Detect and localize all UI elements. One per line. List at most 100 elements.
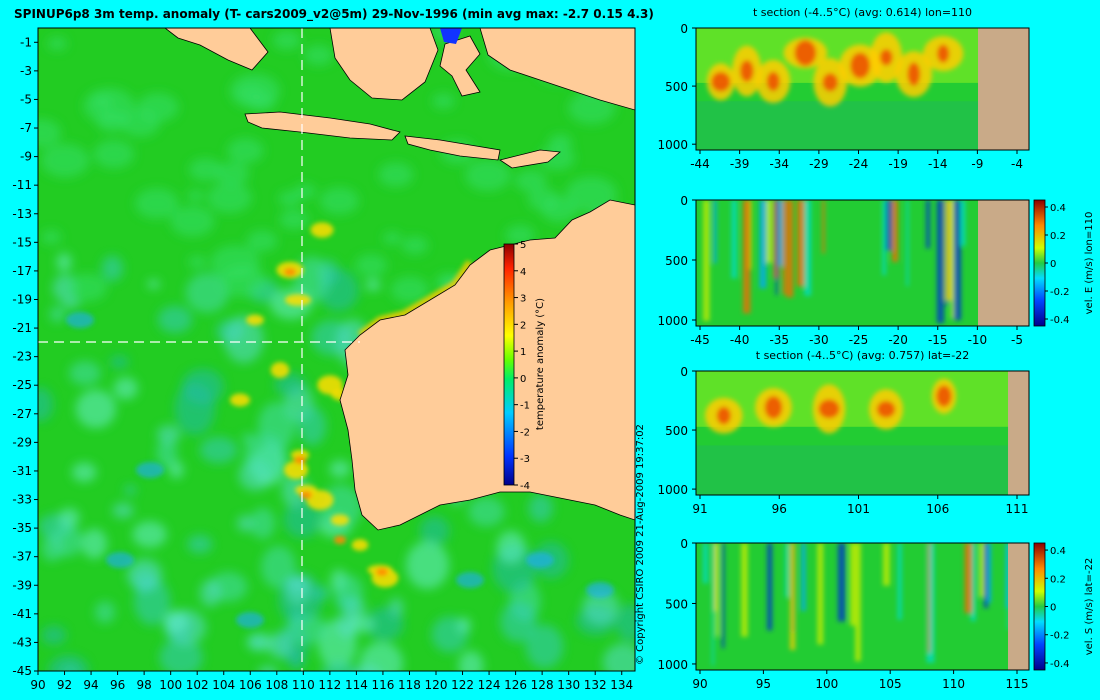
ocean-eddy [157, 305, 193, 334]
ocean-eddy [49, 305, 66, 323]
cool-eddy [236, 612, 264, 628]
ocean-eddy [188, 255, 207, 269]
panel-x-tick-label: 105 [879, 677, 902, 691]
panel-land [978, 200, 1029, 326]
panel-texture [703, 200, 966, 324]
ocean-eddy [298, 406, 327, 446]
map-lat-tick-label: -3 [20, 64, 32, 78]
panel-x-tick-label: 106 [926, 502, 949, 516]
velocity-stripe [897, 543, 902, 620]
velocity-stripe [953, 200, 962, 321]
panel-y-tick-label: 500 [665, 80, 688, 94]
ocean-eddy [75, 389, 117, 429]
panel-x-tick-label: -25 [849, 333, 869, 347]
velocity-stripe [849, 543, 856, 626]
map-lon-ticks: 90 92 94 96 98 100 102 104 106 108 110 112 114 116 118… [30, 671, 633, 692]
ocean-eddy [582, 588, 620, 625]
panel-x-tick-label: -15 [928, 333, 948, 347]
panel-colorbar-tick-label: 0.2 [1050, 231, 1066, 242]
panel-x-tick-label: -19 [888, 157, 908, 171]
ocean-eddy [419, 515, 450, 546]
map-lon-tick-label: 120 [425, 678, 448, 692]
map-lon-tick-label: 114 [345, 678, 368, 692]
velocity-stripe [927, 543, 931, 653]
cool-eddy [106, 552, 134, 568]
warm-anomaly-core [822, 73, 838, 92]
map-lat-tick-label: -31 [12, 464, 32, 478]
map-lon-tick-label: 90 [30, 678, 45, 692]
ocean-eddy [215, 161, 250, 186]
map-lon-tick-label: 116 [371, 678, 394, 692]
map-lat-tick-label: -39 [12, 578, 32, 592]
panel-x-tick-label: 95 [756, 677, 771, 691]
ocean-eddy [112, 502, 134, 519]
map-lon-tick-label: 112 [318, 678, 341, 692]
ocean-eddy [40, 230, 62, 245]
panel-x-tick-label: -9 [971, 157, 983, 171]
ocean-eddy [199, 579, 222, 608]
ocean-eddy [283, 501, 322, 539]
warm-filament [246, 314, 264, 326]
ocean-eddy [525, 624, 564, 669]
blue-lake-borneo [440, 28, 462, 44]
panel-x-tick-label: -4 [1011, 157, 1023, 171]
ocean-eddy [181, 368, 224, 405]
panel-colorbar: 0.4 0.2 0 -0.2 -0.4 vel. S (m/s) lat=-22 [1033, 542, 1095, 671]
map-lon-tick-label: 98 [136, 678, 151, 692]
panel-x-tick-label: 96 [772, 502, 787, 516]
panel-y-tick-label: 0 [680, 537, 688, 551]
ocean-eddy [527, 188, 561, 211]
panel-y-tick-label: 0 [680, 194, 688, 208]
velocity-stripe [882, 200, 886, 276]
velocity-stripe [979, 543, 987, 598]
ocean-eddy [38, 387, 54, 422]
panel-colorbar-tick-label: -0.4 [1050, 659, 1070, 670]
ocean-eddy [186, 189, 205, 202]
map-lon-tick-label: 132 [584, 678, 607, 692]
panel-x-tick-label: -30 [809, 333, 829, 347]
ocean-eddy [156, 438, 178, 468]
ocean-eddy [464, 159, 511, 192]
map-colorbar-tick-label: -1 [520, 401, 530, 412]
panel-y-tick-label: 1000 [657, 483, 688, 497]
map-lon-tick-label: 106 [239, 678, 262, 692]
land-java [244, 111, 401, 141]
velocity-stripe [765, 200, 772, 264]
ocean-eddy [258, 665, 278, 671]
map-lat-tick-label: -5 [20, 92, 32, 106]
velocity-stripe [804, 200, 812, 296]
map-lat-tick-label: -21 [12, 321, 32, 335]
ocean-eddy [187, 534, 213, 554]
map-lat-tick-label: -23 [12, 350, 32, 364]
ocean-eddy [496, 530, 526, 564]
panel-y-tick-label: 500 [665, 597, 688, 611]
panel-colorbar-tick-label: 0 [1050, 259, 1056, 270]
ocean-eddy [272, 30, 301, 51]
map-colorbar: 5 4 3 2 1 0 -1 -2 -3 -4 temperature anomaly (°C) [503, 240, 546, 492]
map-lat-tick-label: -25 [12, 378, 32, 392]
map-lat-tick-label: -27 [12, 407, 32, 421]
ocean-eddy [378, 162, 414, 187]
map-colorbar-tick-label: -2 [520, 427, 530, 438]
panel-title: t section (-4..5°C) (avg: 0.757) lat=-22 [756, 349, 969, 362]
ocean-eddy [348, 615, 375, 634]
warm-anomaly-core [907, 62, 921, 86]
velocity-stripe [778, 200, 783, 267]
panel-x-tick-label: -14 [928, 157, 948, 171]
panel-texture [696, 28, 978, 150]
ocean-eddy [168, 461, 184, 479]
panel-x-tick-label: -35 [769, 333, 789, 347]
ocean-eddy [359, 641, 404, 671]
ocean-eddy [132, 521, 167, 548]
warm-filament [284, 294, 312, 306]
warm-anomaly-core [876, 400, 896, 418]
map-border [37, 27, 636, 672]
panel-x-tick-label: 91 [692, 502, 707, 516]
panel-y-tick-label: 1000 [657, 138, 688, 152]
panel-border [695, 370, 1030, 496]
panel-y-tick-label: 1000 [657, 658, 688, 672]
panel-y-tick-label: 1000 [657, 314, 688, 328]
velocity-stripe [822, 200, 825, 254]
ocean-eddy [113, 377, 138, 400]
